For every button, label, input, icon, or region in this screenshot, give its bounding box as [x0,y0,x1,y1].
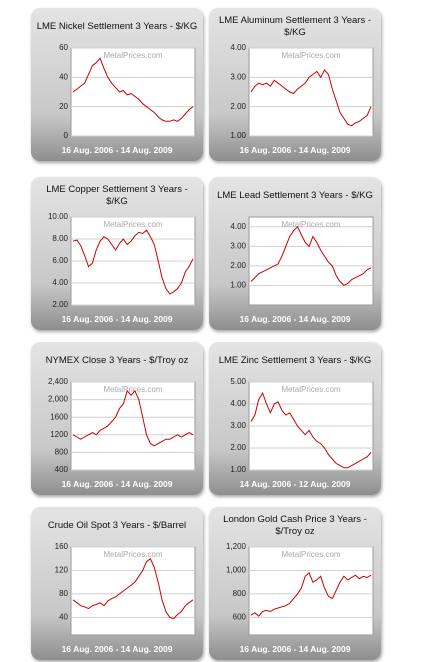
data-line [250,571,372,617]
watermark: MetalPrices.com [281,385,340,394]
plot: 0 20 40 60 MetalPrices.com [59,44,196,140]
chart-card: NYMEX Close 3 Years - $/Troy oz 400 800 120… [31,342,203,495]
date-range: 16 Aug. 2006 - 14 Aug. 2009 [61,479,173,489]
date-range: 16 Aug. 2006 - 14 Aug. 2009 [61,145,173,155]
y-tick-label: 4.00 [52,278,68,287]
chart-title: London Gold Cash Price 3 Years - $/Troy … [223,514,367,537]
watermark: MetalPrices.com [281,550,340,559]
chart-title: LME Lead Settlement 3 Years - $/KG [217,190,373,201]
watermark: MetalPrices.com [103,51,162,60]
y-tick-label: 40 [59,72,68,81]
y-tick-label: 2.00 [230,261,246,270]
chart-card: LME Zinc Settlement 3 Years - $/KG 1.00 2.… [209,342,381,495]
y-tick-label: 2,400 [48,378,69,386]
plot: 600 800 1,000 1,200 MetalPrices.com [226,543,374,636]
y-tick-label: 1.00 [230,131,246,140]
date-range: 16 Aug. 2006 - 14 Aug. 2009 [239,314,351,324]
watermark: MetalPrices.com [103,385,162,394]
y-tick-label: 600 [233,613,247,622]
watermark: MetalPrices.com [281,220,340,229]
plot-area [248,546,374,636]
y-tick-label: 400 [55,465,69,474]
plot-area [248,216,374,306]
data-line [72,557,194,620]
chart-title: LME Aluminum Settlement 3 Years - $/KG [218,15,372,38]
date-range: 16 Aug. 2006 - 14 Aug. 2009 [239,145,351,155]
y-tick-label: 80 [59,589,68,598]
data-line [72,57,194,122]
y-tick-label: 3.00 [230,421,246,430]
chart-title: LME Nickel Settlement 3 Years - $/KG [36,21,198,32]
plot: 1.00 2.00 3.00 4.00 5.00 MetalPrices.com [230,378,374,474]
date-range: 16 Aug. 2006 - 14 Aug. 2009 [61,644,173,654]
y-tick-label: 8.00 [52,234,68,243]
y-tick-label: 3.00 [230,241,246,250]
plot: 1.00 2.00 3.00 4.00 MetalPrices.com [230,44,374,140]
data-line [72,229,194,295]
chart-title: LME Zinc Settlement 3 Years - $/KG [218,355,372,366]
y-tick-label: 2.00 [52,300,68,309]
data-line [250,225,372,287]
chart-card: Crude Oil Spot 3 Years - $/Barrel 40 80 120… [31,507,203,660]
y-tick-label: 5.00 [230,378,246,386]
plot: 400 800 1200 1600 2,000 2,400 MetalPrices.com [48,378,196,474]
y-tick-label: 4.00 [230,399,246,408]
y-tick-label: 4.00 [230,44,246,52]
y-tick-label: 4.00 [230,222,246,231]
y-tick-label: 40 [59,613,68,622]
y-tick-label: 0 [64,131,69,140]
chart-card: LME Nickel Settlement 3 Years - $/KG 0 20 4… [31,8,203,161]
chart-card: London Gold Cash Price 3 Years - $/Troy … [209,507,381,660]
plot-area [70,381,196,471]
chart-title: NYMEX Close 3 Years - $/Troy oz [45,355,189,366]
plot-area [70,47,196,137]
plot-area [70,546,196,636]
chart-card: LME Aluminum Settlement 3 Years - $/KG 1.… [209,8,381,161]
y-tick-label: 1600 [50,412,68,421]
y-tick-label: 3.00 [230,72,246,81]
data-line [72,389,194,447]
y-tick-label: 1200 [50,430,68,439]
data-line [250,69,372,127]
y-tick-label: 120 [55,566,69,575]
watermark: MetalPrices.com [103,550,162,559]
y-tick-label: 1.00 [230,465,246,474]
chart-card: LME Lead Settlement 3 Years - $/KG 1.00 2.… [209,177,381,330]
y-tick-label: 1,000 [226,566,247,575]
y-tick-label: 20 [59,102,68,111]
data-line [250,391,372,469]
watermark: MetalPrices.com [103,220,162,229]
plot: 2.00 4.00 6.00 8.00 10.00 MetalPrices.com [48,213,196,309]
date-range: 16 Aug. 2006 - 14 Aug. 2009 [239,644,351,654]
y-tick-label: 160 [55,543,69,551]
y-tick-label: 800 [233,589,247,598]
chart-title: LME Copper Settlement 3 Years - $/KG [46,184,188,207]
y-tick-label: 2,000 [48,395,69,404]
chart-title: Crude Oil Spot 3 Years - $/Barrel [47,520,187,531]
date-range: 14 Aug. 2006 - 12 Aug. 2009 [239,479,351,489]
y-tick-label: 1,200 [226,543,247,551]
y-tick-label: 1.00 [230,281,246,290]
y-tick-label: 6.00 [52,256,68,265]
chart-card: LME Copper Settlement 3 Years - $/KG 2.00… [31,177,203,330]
date-range: 16 Aug. 2006 - 14 Aug. 2009 [61,314,173,324]
y-tick-label: 60 [59,44,68,52]
plot: 1.00 2.00 3.00 4.00 MetalPrices.com [230,216,374,306]
y-tick-label: 2.00 [230,443,246,452]
y-tick-label: 10.00 [48,213,69,221]
plot-area [248,47,374,137]
watermark: MetalPrices.com [281,51,340,60]
plot: 40 80 120 160 MetalPrices.com [55,543,196,636]
y-tick-label: 2.00 [230,102,246,111]
y-tick-label: 800 [55,448,69,457]
